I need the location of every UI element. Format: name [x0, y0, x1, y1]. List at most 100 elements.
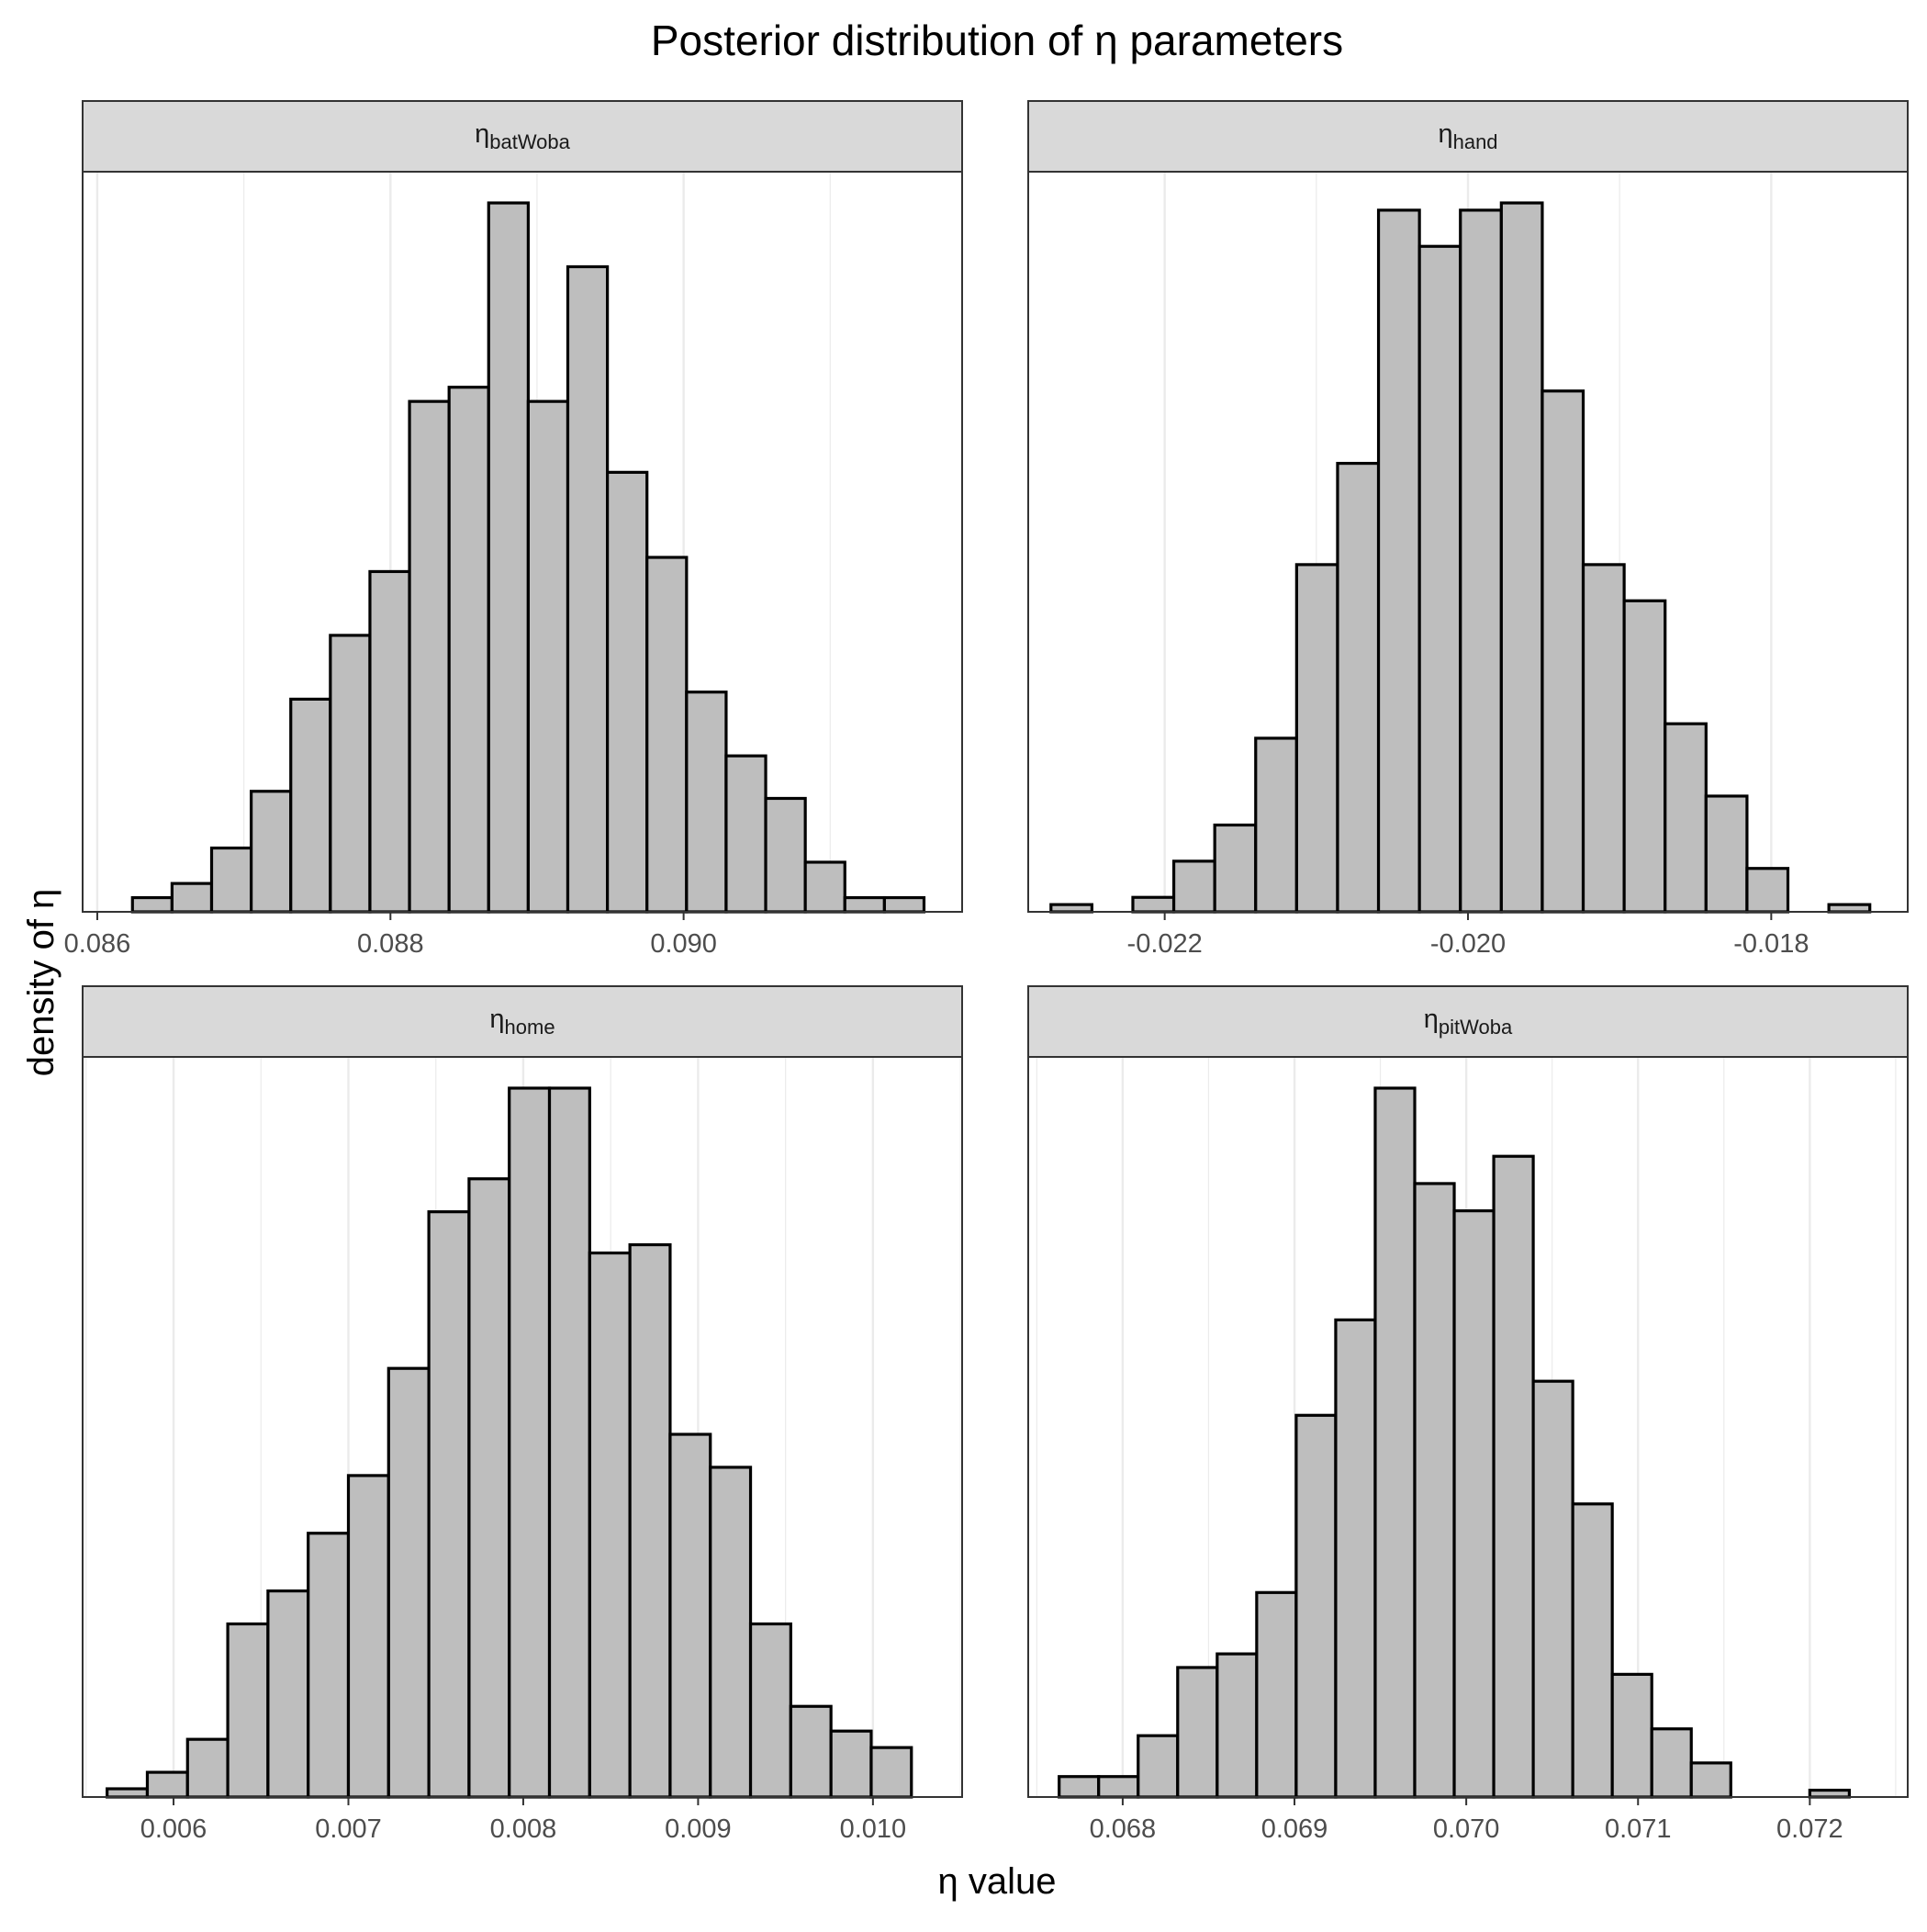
histogram-bar: [789, 1704, 833, 1799]
histogram-bar: [130, 895, 174, 914]
histogram-bar: [882, 895, 926, 914]
x-axis-title: η value: [938, 1861, 1057, 1902]
histogram-bar: [1373, 1086, 1417, 1799]
histogram-bar: [508, 1086, 552, 1799]
histogram-bar: [170, 882, 214, 914]
histogram-bar: [106, 1787, 150, 1799]
histogram-bar: [250, 790, 293, 914]
histogram-bar: [1254, 736, 1298, 914]
x-tick-label: 0.071: [1605, 1814, 1672, 1844]
histogram-bar: [266, 1589, 310, 1799]
x-tick-label: 0.086: [64, 929, 131, 959]
histogram-bar: [709, 1466, 753, 1799]
histogram-bar: [1294, 1413, 1338, 1799]
histogram-bar: [1413, 1182, 1456, 1799]
histogram-bar: [368, 569, 411, 914]
histogram-bar: [447, 386, 490, 914]
histogram-bar: [209, 846, 253, 914]
histogram-bar: [1058, 1775, 1101, 1799]
histogram-bar: [145, 1770, 189, 1799]
x-tick-label: 0.009: [665, 1814, 732, 1844]
strip-label: ηhand: [1438, 119, 1497, 153]
histogram-bar: [1499, 201, 1544, 914]
strip-subscript: batWoba: [489, 130, 570, 153]
histogram-bar: [1459, 208, 1503, 914]
histogram-bar: [645, 556, 689, 914]
strip-background: [82, 985, 963, 1058]
histogram-bar: [526, 399, 570, 914]
histogram-bar: [606, 470, 649, 914]
histogram-bar: [869, 1746, 913, 1799]
x-tick-label: 0.006: [140, 1814, 207, 1844]
histogram-bar: [803, 860, 846, 914]
histogram-bar: [1581, 563, 1626, 914]
histogram-bar: [1827, 903, 1872, 914]
histogram-bar: [1376, 208, 1421, 914]
histogram-bar: [1336, 461, 1381, 914]
histogram-bar: [307, 1532, 351, 1799]
x-tick-label: -0.022: [1127, 929, 1203, 959]
facet-panel-home: ηhome 0.006 0.007 0.008 0.009 0.010: [82, 985, 963, 1844]
histogram-bar: [1176, 1666, 1219, 1799]
histogram-bar: [1171, 859, 1216, 914]
histogram-bar: [1571, 1502, 1614, 1799]
histogram-bar: [1689, 1761, 1732, 1799]
x-tick-label: 0.007: [315, 1814, 382, 1844]
histogram-bar: [1650, 1727, 1693, 1799]
x-tick-label: 0.090: [650, 929, 717, 959]
facet-panel-hand: ηhand -0.022 -0.020 -0.018: [1027, 100, 1909, 959]
facet-panel-batWoba: ηbatWoba 0.086 0.088 0.090: [64, 100, 963, 959]
chart-title: Posterior distribution of η parameters: [651, 17, 1343, 64]
strip-symbol: η: [489, 1005, 504, 1034]
histogram-bar: [329, 634, 372, 914]
histogram-bar: [1213, 823, 1258, 914]
facet-panel-pitWoba: ηpitWoba 0.068 0.069 0.070 0.071 0.072: [1027, 985, 1909, 1844]
histogram-bar: [1540, 389, 1585, 914]
histogram-bar: [387, 1366, 431, 1799]
x-tick-label: 0.008: [490, 1814, 557, 1844]
histogram-bar: [764, 796, 807, 914]
histogram-bar: [1131, 895, 1176, 914]
histogram-bar: [843, 895, 886, 914]
histogram-bar: [1704, 794, 1749, 914]
strip-symbol: η: [1438, 119, 1452, 149]
histogram-bar: [1492, 1154, 1535, 1799]
histogram-bar: [1531, 1379, 1574, 1799]
histogram-bar: [1334, 1318, 1377, 1799]
x-tick-label: 0.068: [1090, 1814, 1157, 1844]
histogram-bar: [226, 1622, 270, 1799]
histogram-bar: [408, 399, 451, 914]
strip-label: ηbatWoba: [475, 119, 571, 153]
strip-background: [1027, 985, 1909, 1058]
strip-symbol: η: [1424, 1005, 1439, 1034]
histogram-bar: [1417, 244, 1462, 914]
strip-background: [1027, 100, 1909, 173]
histogram-bar: [1745, 867, 1790, 914]
histogram-bar: [1294, 563, 1339, 914]
strip-symbol: η: [475, 119, 489, 149]
histogram-bar: [588, 1251, 632, 1799]
strip-label: ηhome: [489, 1005, 555, 1039]
histogram-bar: [346, 1474, 390, 1799]
histogram-bar: [628, 1242, 672, 1799]
histogram-bar: [1610, 1672, 1653, 1799]
histogram-bar: [1049, 903, 1093, 914]
histogram-bar: [1622, 599, 1667, 914]
histogram-bar: [185, 1737, 230, 1799]
histogram-bar: [547, 1086, 591, 1799]
histogram-bar: [1664, 722, 1708, 914]
x-tick-label: 0.072: [1776, 1814, 1843, 1844]
histogram-bar: [1452, 1209, 1496, 1799]
histogram-bar: [829, 1729, 873, 1799]
strip-subscript: home: [505, 1016, 555, 1039]
strip-subscript: hand: [1453, 130, 1498, 153]
x-tick-label: 0.070: [1433, 1814, 1500, 1844]
strip-label: ηpitWoba: [1424, 1005, 1513, 1039]
histogram-bar: [724, 754, 767, 914]
histogram-bar: [1255, 1590, 1298, 1799]
histogram-bar: [1137, 1734, 1180, 1799]
histogram-bar: [566, 264, 610, 914]
